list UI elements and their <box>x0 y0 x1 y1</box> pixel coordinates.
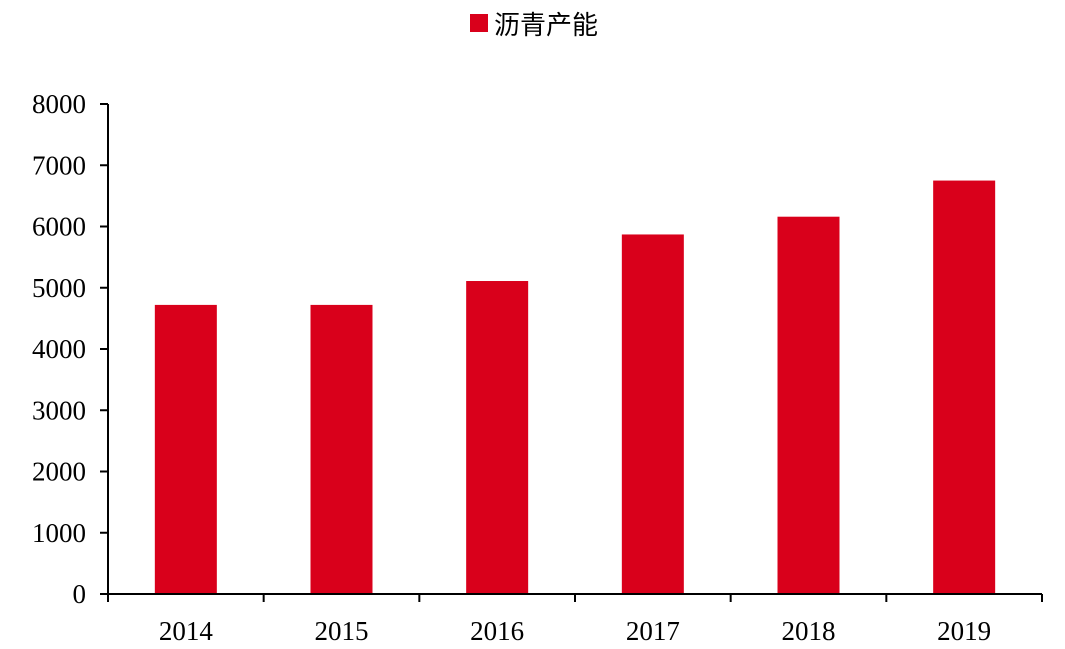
y-tick-label: 0 <box>73 579 87 609</box>
y-tick-label: 8000 <box>32 89 86 119</box>
y-tick-label: 4000 <box>32 334 86 364</box>
x-tick-label: 2019 <box>937 616 991 646</box>
y-tick-label: 3000 <box>32 395 86 425</box>
bar-2018 <box>777 216 840 594</box>
bar-2019 <box>933 180 996 594</box>
bar-2014 <box>154 304 217 594</box>
bar-2016 <box>466 281 529 594</box>
x-tick-label: 2015 <box>315 616 369 646</box>
bar-2017 <box>621 234 684 594</box>
y-tick-label: 1000 <box>32 518 86 548</box>
x-tick-label: 2017 <box>626 616 680 646</box>
y-tick-label: 2000 <box>32 457 86 487</box>
bars-group <box>154 180 996 594</box>
bar-2015 <box>310 304 373 594</box>
y-tick-label: 6000 <box>32 212 86 242</box>
x-tick-label: 2016 <box>470 616 524 646</box>
y-tick-labels: 0 1000 2000 3000 4000 5000 6000 7000 8000 <box>32 89 86 609</box>
x-tick-label: 2018 <box>782 616 836 646</box>
y-tick-label: 7000 <box>32 150 86 180</box>
y-tick-label: 5000 <box>32 273 86 303</box>
legend-label: 沥青产能 <box>494 10 599 41</box>
axes-group <box>100 103 1043 602</box>
x-tick-labels: 2014 2015 2016 2017 2018 2019 <box>159 616 991 646</box>
x-tick-label: 2014 <box>159 616 214 646</box>
legend: 沥青产能 <box>470 6 599 41</box>
legend-swatch <box>470 14 488 32</box>
